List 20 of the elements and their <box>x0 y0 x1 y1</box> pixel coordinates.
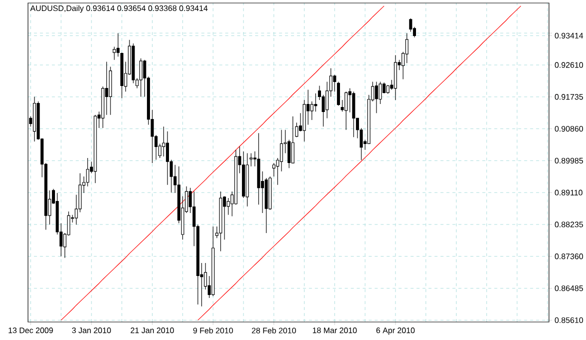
candlestick <box>105 61 108 116</box>
candlestick <box>409 18 412 32</box>
candlestick <box>314 93 318 112</box>
candlestick <box>310 101 314 120</box>
candlestick <box>116 32 120 57</box>
candlestick <box>112 46 116 60</box>
candlestick <box>222 196 226 240</box>
candlestick <box>288 139 291 168</box>
candlestick <box>291 116 294 164</box>
candlestick <box>272 162 276 177</box>
candlestick <box>374 81 378 114</box>
candlestick <box>139 58 142 97</box>
candlestick <box>295 122 298 138</box>
candlestick <box>280 130 283 172</box>
candlestick <box>166 131 169 186</box>
candlestick <box>344 91 348 130</box>
candlestick <box>336 81 340 106</box>
candlestick <box>333 74 336 92</box>
candlestick <box>405 32 408 64</box>
candlestick <box>86 158 90 187</box>
